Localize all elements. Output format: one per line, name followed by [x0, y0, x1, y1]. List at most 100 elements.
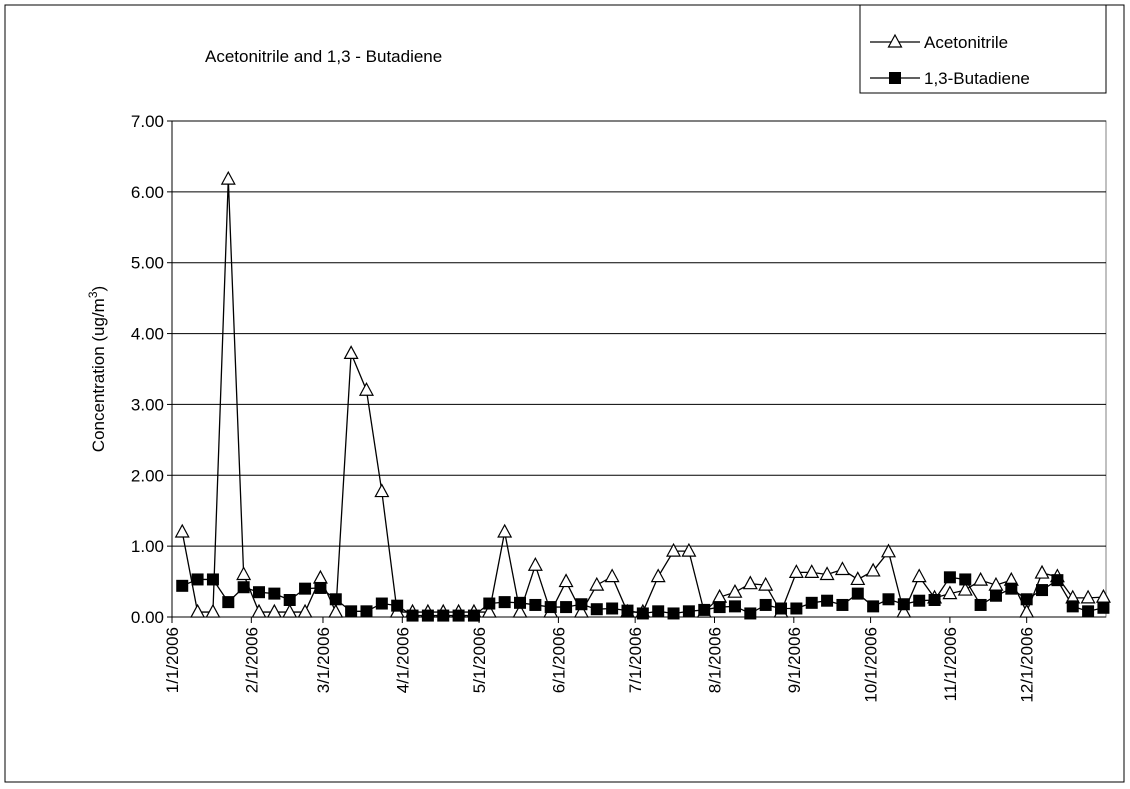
y-label-text: Concentration (ug/m: [89, 298, 108, 452]
square-marker: [1097, 601, 1110, 614]
y-tick-label: 6.00: [131, 183, 164, 202]
square-marker: [1051, 574, 1064, 587]
square-marker: [329, 593, 342, 606]
triangle-marker: [266, 603, 282, 618]
triangle-marker: [834, 561, 850, 576]
square-marker: [375, 597, 388, 610]
triangle-marker: [481, 603, 497, 618]
square-marker: [759, 598, 772, 611]
triangle-marker: [880, 543, 897, 558]
square-marker: [237, 581, 250, 594]
x-tick-label: 6/1/2006: [549, 627, 568, 693]
triangle-marker: [650, 568, 666, 583]
y-tick-label: 3.00: [131, 395, 164, 414]
square-marker: [667, 607, 680, 620]
triangle-marker: [190, 603, 206, 618]
square-marker: [728, 600, 741, 613]
square-marker: [544, 601, 557, 614]
square-marker: [314, 581, 327, 594]
square-marker: [606, 602, 619, 615]
square-marker: [775, 602, 788, 615]
y-label-end: ): [89, 286, 108, 292]
square-marker: [698, 603, 711, 616]
y-axis-label: Concentration (ug/m3): [86, 286, 108, 452]
y-tick-label: 1.00: [131, 537, 164, 556]
square-marker: [1005, 582, 1018, 595]
square-marker: [851, 587, 864, 600]
square-marker: [913, 594, 926, 607]
legend-label: Acetonitrile: [924, 33, 1008, 52]
square-marker: [483, 597, 496, 610]
triangle-marker: [850, 571, 866, 586]
square-marker: [821, 594, 834, 607]
triangle-marker: [527, 557, 543, 571]
square-marker: [360, 605, 373, 618]
triangle-marker: [558, 573, 574, 588]
triangle-marker: [957, 581, 973, 596]
triangle-marker: [573, 603, 589, 618]
square-marker: [636, 607, 649, 620]
triangle-marker: [512, 603, 528, 618]
square-marker: [206, 573, 219, 586]
square-marker: [575, 598, 588, 611]
square-marker: [299, 582, 312, 595]
square-marker: [406, 609, 419, 622]
x-tick-label: 12/1/2006: [1018, 627, 1037, 703]
square-marker: [1066, 600, 1079, 613]
triangle-marker: [666, 542, 682, 557]
x-tick-label: 8/1/2006: [705, 627, 724, 693]
square-marker: [176, 579, 189, 592]
square-marker: [974, 598, 987, 611]
triangle-marker: [604, 568, 620, 583]
y-tick-label: 5.00: [131, 254, 164, 273]
triangle-marker: [297, 603, 313, 618]
x-tick-label: 5/1/2006: [470, 627, 489, 693]
triangle-marker: [328, 603, 344, 618]
triangle-marker: [887, 33, 903, 48]
triangle-marker: [742, 575, 758, 590]
triangle-marker: [282, 603, 298, 618]
square-marker: [621, 604, 634, 617]
square-marker: [253, 586, 266, 599]
square-marker: [1082, 605, 1095, 618]
square-marker: [391, 599, 404, 612]
triangle-marker: [681, 542, 697, 557]
triangle-marker: [497, 523, 513, 538]
square-marker: [682, 605, 695, 618]
x-tick-label: 3/1/2006: [314, 627, 333, 693]
square-marker: [867, 600, 880, 613]
x-tick-label: 7/1/2006: [626, 627, 645, 693]
square-marker: [1020, 593, 1033, 606]
square-marker: [889, 72, 901, 84]
square-marker: [222, 596, 235, 609]
x-tick-label: 1/1/2006: [163, 627, 182, 693]
square-marker: [790, 602, 803, 615]
triangle-marker: [220, 170, 236, 185]
chart-border: [4, 4, 1125, 783]
triangle-marker: [819, 566, 835, 581]
square-marker: [1036, 584, 1049, 597]
triangle-marker: [374, 483, 390, 498]
triangle-marker: [788, 564, 804, 578]
x-tick-label: 2/1/2006: [242, 627, 261, 693]
square-marker: [989, 589, 1002, 602]
triangle-marker: [1034, 564, 1050, 579]
square-marker: [421, 609, 434, 622]
triangle-marker: [942, 585, 958, 600]
square-marker: [467, 609, 480, 622]
square-marker: [452, 609, 465, 622]
triangle-marker: [251, 603, 267, 618]
x-tick-label: 9/1/2006: [785, 627, 804, 693]
x-tick-label: 4/1/2006: [393, 627, 412, 693]
square-marker: [928, 593, 941, 606]
y-tick-label: 4.00: [131, 325, 164, 344]
square-marker: [805, 596, 818, 609]
square-marker: [514, 596, 527, 609]
square-marker: [590, 603, 603, 616]
triangle-marker: [343, 345, 359, 360]
triangle-marker: [589, 576, 605, 591]
square-marker: [283, 593, 296, 606]
square-marker: [897, 598, 910, 611]
legend-label: 1,3-Butadiene: [924, 69, 1030, 88]
